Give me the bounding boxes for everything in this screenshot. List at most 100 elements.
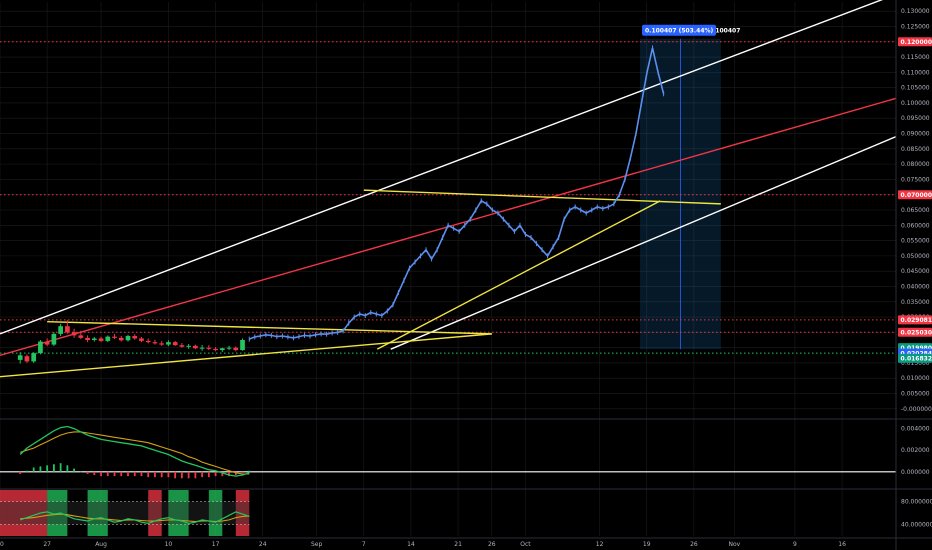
price-axis-tick-label: -0.000000 [901, 406, 932, 413]
trend-line-channel-upper[interactable] [0, 0, 896, 335]
macd-histogram-bar [228, 471, 230, 477]
price-tag-box [898, 327, 932, 337]
macd-histogram-bar [147, 471, 150, 478]
price-axis-tick-label: 0.005000 [901, 391, 930, 398]
macd-histogram-bar [154, 471, 156, 478]
candle-body [65, 326, 70, 333]
price-axis-tick-label: 0.035000 [901, 299, 930, 306]
trend-lines[interactable] [0, 0, 897, 378]
time-axis-tick-label: Nov [728, 541, 740, 548]
time-axis-tick-label: 10 [165, 541, 173, 548]
time-axis-tick-label: Aug [95, 541, 107, 548]
price-axis-tick-label: 0.110000 [901, 69, 930, 76]
macd-pane [0, 425, 896, 479]
price-axis-tick-label: 0.055000 [901, 238, 930, 245]
time-axis-tick-label: 17 [212, 541, 220, 548]
macd-histogram-bar [120, 471, 123, 477]
candle-body [233, 347, 239, 351]
macd-histogram-bar [52, 464, 55, 472]
price-axis-tick-label: 0.130000 [901, 8, 930, 15]
candle-body [219, 348, 225, 351]
macd-histogram-bar [207, 471, 210, 478]
candle-body [31, 353, 37, 362]
time-axis-tick-label: 26 [690, 541, 698, 548]
macd-histogram-bar [214, 471, 217, 477]
time-axis-tick-label: 9 [793, 541, 797, 548]
candle-body [206, 347, 212, 349]
time-axis-tick-label: 27 [43, 541, 51, 548]
candle-body [112, 336, 117, 338]
macd-histogram-bar [59, 463, 62, 472]
macd-histogram-bar [241, 471, 244, 473]
time-axis[interactable]: 20 27 Aug 10 17 24 Sep 7 14 21 26 Oct 12 19 26 Nov 9 16 [0, 541, 846, 548]
price-tag-label: 0.120000 [901, 39, 932, 46]
macd-histogram-bar [187, 471, 190, 479]
trend-line-triangle-top[interactable] [47, 320, 492, 335]
candle-body [172, 342, 178, 346]
price-axis[interactable]: 0.130000 0.125000 0.120000 0.115000 0.110000… [901, 8, 932, 528]
candle-body [159, 343, 165, 345]
price-axis-tick-label: 0.105000 [901, 85, 930, 92]
macd-histogram-bar [46, 465, 49, 472]
candle-body [24, 356, 30, 362]
candle-body [186, 345, 191, 347]
candle-body [85, 337, 90, 340]
macd-histogram-bar [86, 471, 89, 474]
price-tag-box [898, 190, 932, 200]
price-line-series [248, 45, 665, 342]
time-axis-tick-label: 21 [454, 541, 462, 548]
price-axis-tick-label: 0.040000 [901, 283, 930, 290]
rsi-axis-tick-label: 40.000000 [901, 522, 932, 529]
macd-histogram-bar [248, 470, 251, 472]
macd-histogram-bar [106, 471, 109, 477]
price-axis-tick-label: 0.015000 [901, 360, 930, 367]
price-axis-tick-label: 0.100000 [901, 100, 930, 107]
price-tag-label: 0.025030 [901, 329, 932, 336]
time-axis-tick-label: 16 [838, 541, 846, 548]
price-axis-tick-label: 0.050000 [901, 253, 930, 260]
price-tag-box [898, 353, 932, 363]
rsi-band [0, 501, 250, 525]
macd-histogram-bar [167, 471, 170, 478]
macd-histogram-bar [201, 471, 204, 478]
trend-line-flag-top[interactable] [363, 189, 721, 205]
macd-histogram-bar [79, 471, 82, 473]
candle-body [38, 341, 43, 354]
rsi-pane [0, 501, 250, 525]
price-axis-tick-label: 0.095000 [901, 115, 930, 122]
candle-body [199, 347, 205, 349]
grid [0, 2, 896, 536]
price-line [249, 47, 665, 340]
time-axis-tick-label: 14 [407, 541, 415, 548]
time-axis-tick-label: 24 [259, 541, 267, 548]
measure-box[interactable] [640, 38, 721, 350]
candle-body [78, 335, 84, 338]
candle-body [166, 342, 171, 345]
macd-histogram-bar [100, 471, 102, 477]
candle-body [226, 347, 232, 349]
trend-line-triangle-bottom[interactable] [0, 333, 492, 378]
macd-histogram-bar [32, 467, 35, 472]
candle-body [193, 345, 198, 349]
trend-line-channel-lower[interactable] [390, 135, 897, 350]
macd-histogram-bar [221, 471, 224, 477]
candle-body [118, 337, 124, 341]
macd-histogram-bar [160, 471, 163, 478]
time-axis-tick-label: 19 [643, 541, 651, 548]
candles [17, 320, 245, 364]
macd-histogram-bar [133, 471, 136, 477]
macd-histogram-bar [39, 466, 42, 472]
candle-body [71, 332, 77, 336]
candle-body [17, 355, 23, 360]
time-axis-tick-label: 20 [0, 541, 4, 548]
macd-axis-tick-label: 0.002000 [901, 447, 930, 454]
trend-line-flag-bottom[interactable] [376, 200, 661, 350]
macd-histogram-bar [26, 470, 28, 472]
price-axis-tick-label: 0.080000 [901, 161, 930, 168]
macd-histogram-bar [180, 471, 183, 479]
macd-histogram-bar [127, 471, 129, 477]
candle-body [132, 336, 138, 339]
